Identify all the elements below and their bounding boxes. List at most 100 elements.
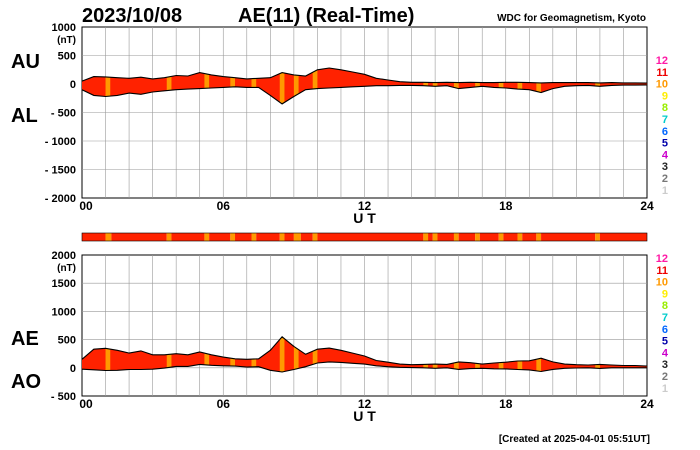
- status-segment: [428, 233, 433, 241]
- ae-ao-panel: 2000 1500 1000 500 0 - 500 (nT) 00 06 12 18 24 U T AE…: [11, 250, 654, 424]
- highlight-band: [498, 68, 504, 104]
- legend-entry: 6: [662, 324, 668, 336]
- x-tick-label: 06: [217, 199, 231, 213]
- legend-entry: 4: [662, 149, 669, 161]
- status-segment: [423, 233, 429, 241]
- y-tick-label: - 1000: [45, 136, 76, 148]
- status-segment: [595, 233, 600, 241]
- status-segment: [312, 233, 318, 241]
- status-segment: [105, 233, 112, 241]
- series-line-al: [81, 84, 648, 105]
- status-segment: [522, 233, 537, 241]
- legend-entry: 2: [662, 173, 668, 185]
- x-tick-label: 24: [640, 199, 654, 213]
- legend-entry: 3: [662, 161, 668, 173]
- y-tick-label: - 2000: [45, 193, 76, 205]
- legend-entry: 10: [656, 277, 668, 289]
- legend-entry: 11: [656, 265, 668, 277]
- status-segment: [230, 233, 236, 241]
- legend-entry: 9: [662, 288, 668, 300]
- y-tick-label: - 1500: [45, 165, 76, 177]
- x-tick-label: 24: [640, 397, 654, 411]
- status-segment: [256, 233, 280, 241]
- status-segment: [251, 233, 257, 241]
- highlight-band: [536, 68, 542, 104]
- area-band: [82, 336, 647, 372]
- highlight-band: [475, 68, 480, 104]
- legend-entry: 5: [662, 336, 668, 348]
- status-segment: [432, 233, 438, 241]
- status-segment: [279, 233, 285, 241]
- highlight-band: [453, 68, 459, 104]
- series-line-au: [81, 67, 648, 84]
- status-segment: [204, 233, 210, 241]
- side-label-upper: AU: [11, 51, 40, 73]
- highlight-band: [312, 68, 318, 104]
- source-label: WDC for Geomagnetism, Kyoto: [497, 13, 646, 24]
- y-unit-label: (nT): [57, 35, 76, 46]
- side-label-lower: AL: [11, 105, 38, 127]
- highlight-band: [279, 68, 285, 104]
- x-tick-label: 12: [358, 199, 372, 213]
- legend-entry: 7: [662, 312, 668, 324]
- x-tick-label: 06: [217, 397, 231, 411]
- au-al-panel: 1000 500 0 - 500 - 1000 - 1500 - 2000 (nT) 00 06 1…: [11, 22, 654, 226]
- x-axis-label: U T: [353, 408, 376, 424]
- status-segment: [599, 233, 647, 241]
- highlight-band: [251, 68, 257, 104]
- legend-entry: 8: [662, 300, 668, 312]
- status-segment: [498, 233, 504, 241]
- x-axis-label: U T: [353, 210, 376, 226]
- x-tick-label: 18: [499, 199, 513, 213]
- status-segment: [541, 233, 596, 241]
- highlight-band: [105, 68, 111, 104]
- x-tick-label: 00: [79, 397, 93, 411]
- status-segment: [82, 233, 106, 241]
- status-segment: [284, 233, 294, 241]
- status-segment: [536, 233, 542, 241]
- status-segment: [300, 233, 313, 241]
- side-label-lower: AO: [11, 371, 41, 393]
- y-tick-label: 2000: [52, 250, 76, 262]
- legend-entry: 1: [662, 383, 668, 395]
- status-segment: [503, 233, 518, 241]
- y-tick-label: - 500: [51, 391, 76, 403]
- highlight-band: [166, 68, 172, 104]
- highlight-band: [204, 336, 210, 372]
- y-tick-label: 500: [58, 51, 76, 63]
- legend-entry: 12: [656, 253, 668, 265]
- legend-entry: 12: [656, 55, 668, 67]
- index-title: AE(11) (Real-Time): [238, 5, 414, 27]
- y-tick-label: - 500: [51, 108, 76, 120]
- legend-entry: 11: [656, 67, 668, 79]
- y-unit-label: (nT): [57, 263, 76, 274]
- status-segment: [317, 233, 424, 241]
- legend-entry: 7: [662, 114, 668, 126]
- status-segment: [293, 233, 301, 241]
- status-bar-frame: [81, 232, 648, 242]
- status-segment: [458, 233, 476, 241]
- highlight-band: [293, 336, 299, 372]
- station-count-bar: [81, 232, 648, 242]
- status-segment: [209, 233, 231, 241]
- y-tick-label: 1000: [52, 22, 76, 34]
- highlight-band: [105, 336, 111, 372]
- legend-entry: 10: [656, 79, 668, 91]
- highlight-band: [279, 336, 285, 372]
- status-segment: [453, 233, 459, 241]
- highlight-band: [230, 68, 236, 104]
- status-segment: [437, 233, 454, 241]
- y-tick-label: 1500: [52, 278, 76, 290]
- created-timestamp: [Created at 2025-04-01 05:51UT]: [499, 434, 650, 445]
- y-tick-label: 0: [70, 79, 76, 91]
- legend-entry: 5: [662, 138, 668, 150]
- legend-entry: 9: [662, 90, 668, 102]
- status-segment: [111, 233, 167, 241]
- x-tick-label: 00: [79, 199, 93, 213]
- legend-entry: 1: [662, 185, 668, 197]
- status-segment: [479, 233, 499, 241]
- highlight-band: [293, 68, 299, 104]
